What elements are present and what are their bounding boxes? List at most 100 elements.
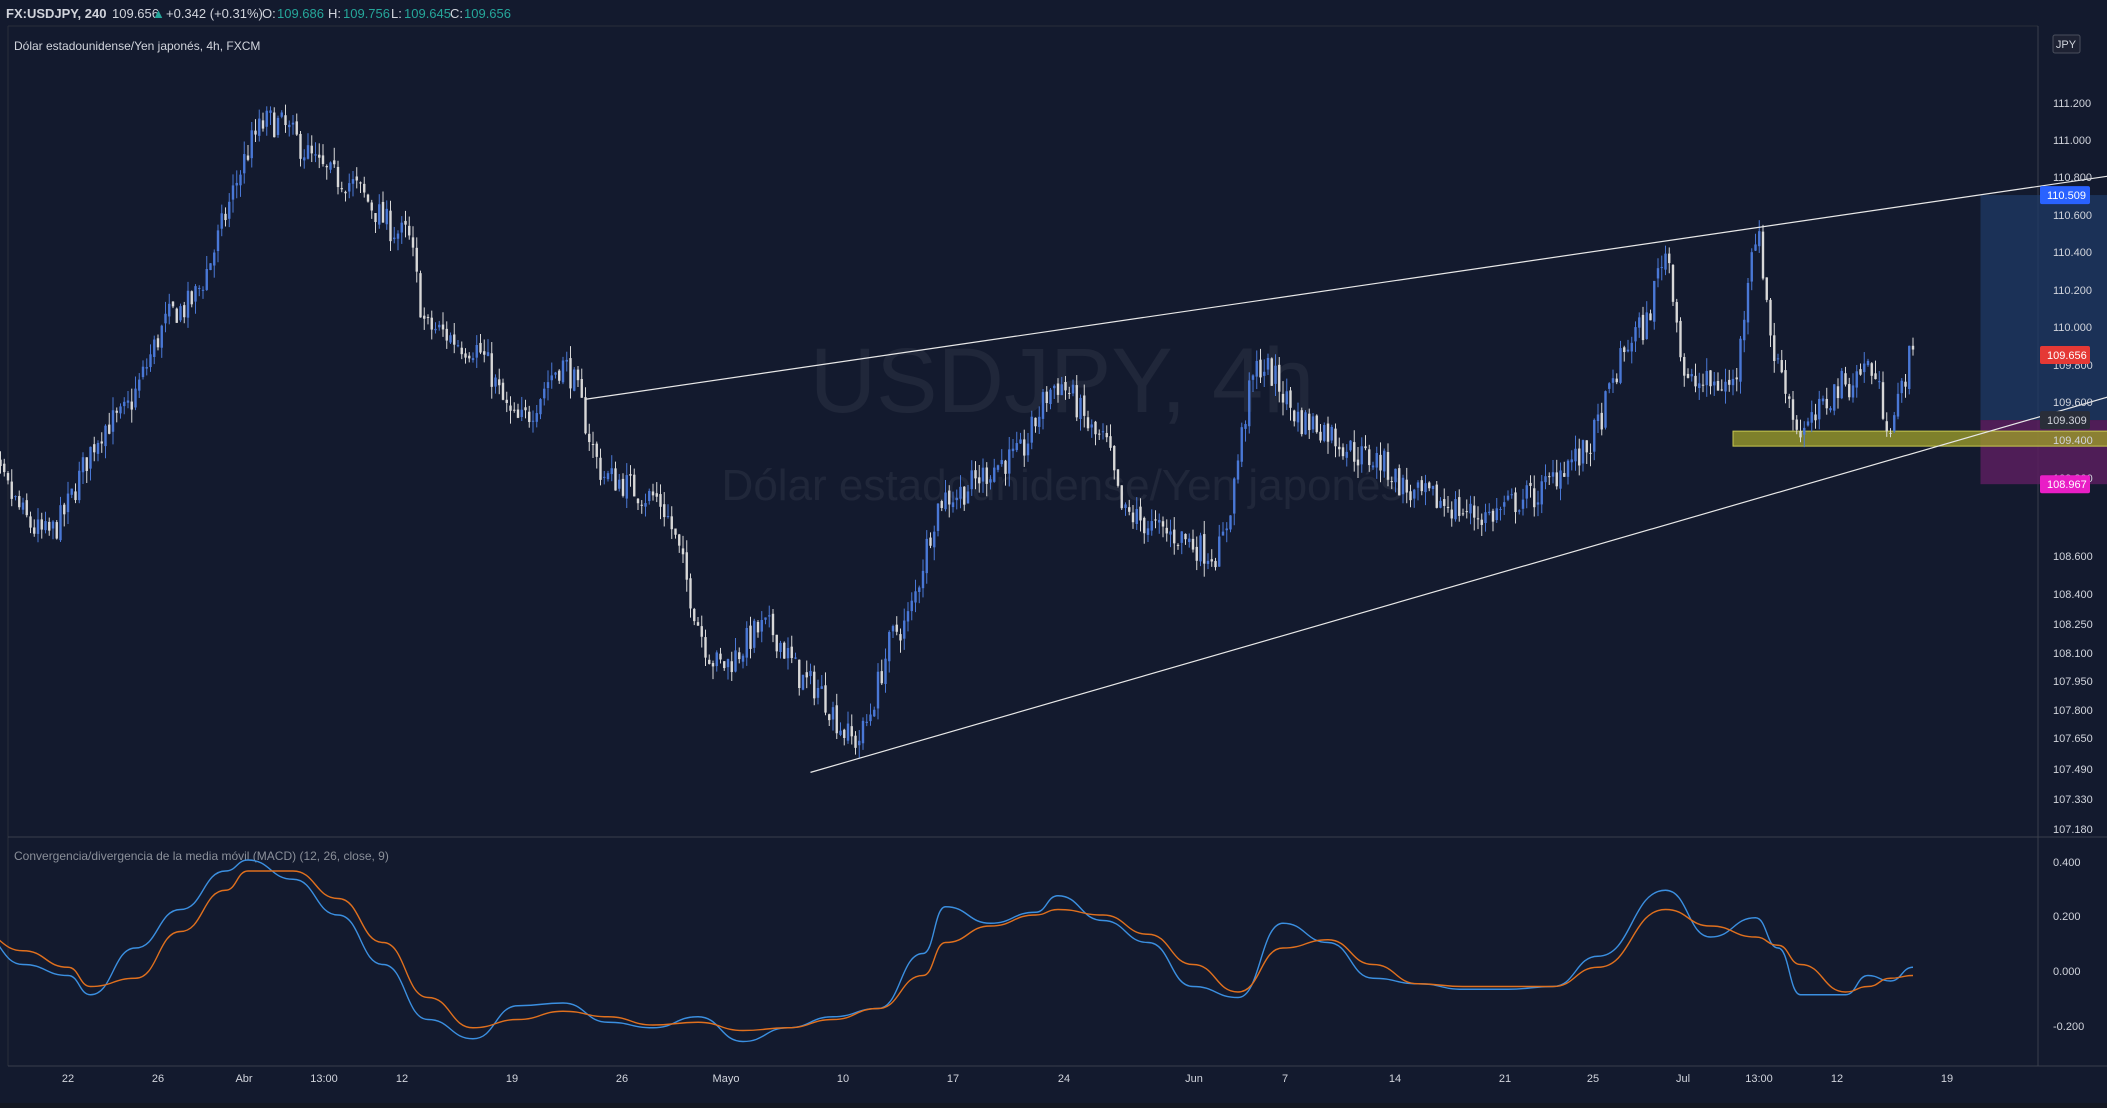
candle-body-up — [1413, 490, 1415, 499]
candle-body-down — [659, 494, 661, 507]
time-tick-label: Jun — [1185, 1073, 1203, 1085]
candle-body-up — [1893, 415, 1895, 431]
candle-body-down — [356, 176, 358, 180]
candle-body-down — [686, 552, 688, 579]
candle-body-down — [1083, 395, 1085, 415]
candle-body-down — [442, 325, 444, 330]
candle-body-up — [168, 304, 170, 317]
candle-body-down — [1642, 315, 1644, 340]
candle-body-up — [1698, 383, 1700, 388]
candle-body-up — [547, 382, 549, 388]
candle-body-up — [1754, 244, 1756, 250]
candle-body-down — [1139, 507, 1141, 521]
candle-body-up — [1469, 504, 1471, 514]
candle-body-down — [363, 184, 365, 193]
candle-body-down — [1514, 492, 1516, 512]
candle-body-up — [67, 494, 69, 513]
candle-body-down — [1556, 472, 1558, 486]
candle-body-down — [1192, 539, 1194, 550]
candle-body-down — [63, 505, 65, 515]
candle-body-down — [116, 411, 118, 413]
candle-body-up — [839, 731, 841, 735]
candle-body-down — [1781, 360, 1783, 372]
symbol-header: FX:USDJPY, 240 109.656 ▲ +0.342 (+0.31%)… — [6, 6, 511, 21]
candle-body-up — [1706, 371, 1708, 385]
close-value: 109.656 — [464, 6, 511, 21]
candle-body-up — [1488, 512, 1490, 513]
macd-title[interactable]: Convergencia/divergencia de la media móv… — [14, 849, 389, 863]
candle-body-up — [1496, 508, 1498, 520]
candle-body-down — [318, 155, 320, 158]
candle-body-up — [161, 326, 163, 348]
candle-body-down — [1259, 360, 1261, 378]
candle-body-down — [1387, 452, 1389, 480]
candle-body-down — [1436, 485, 1438, 508]
candle-body-up — [779, 643, 781, 652]
candle — [753, 619, 755, 653]
price-tick-label: 109.400 — [2053, 435, 2093, 447]
candle-body-up — [1031, 417, 1033, 443]
candle — [179, 304, 181, 323]
macd-tick-label: 0.000 — [2053, 966, 2081, 978]
candle-body-up — [787, 648, 789, 658]
target-zone[interactable] — [1981, 195, 2107, 420]
candle-body-up — [1732, 379, 1734, 385]
candle-body-up — [1661, 267, 1663, 268]
candle-body-up — [1803, 428, 1805, 435]
candle-body-up — [112, 410, 114, 432]
candle-body-down — [1533, 488, 1535, 507]
candle-body-down — [1327, 424, 1329, 442]
support-zone[interactable] — [1733, 431, 2107, 446]
candle-body-down — [1766, 277, 1768, 300]
candle-body-down — [1106, 433, 1108, 437]
price-tick-label: 110.000 — [2053, 322, 2092, 334]
candle-body-down — [1477, 518, 1479, 519]
time-tick-label: Abr — [235, 1073, 252, 1085]
candle-body-up — [314, 154, 316, 155]
candle-body-up — [1646, 312, 1648, 339]
candle-body-down — [1874, 373, 1876, 379]
candle-body-down — [569, 358, 571, 388]
time-tick-label: 17 — [947, 1073, 959, 1085]
candle-body-down — [1068, 393, 1070, 394]
candle-body-up — [1653, 281, 1655, 322]
candle-body-down — [296, 121, 298, 134]
candle-body-up — [1484, 512, 1486, 523]
candle-body-down — [1334, 429, 1336, 447]
candle-body-up — [1286, 391, 1288, 404]
candle-body-down — [1694, 376, 1696, 387]
candle-body-up — [142, 367, 144, 377]
candle-body-up — [179, 306, 181, 320]
candle-body-up — [539, 399, 541, 414]
series-title[interactable]: Dólar estadounidense/Yen japonés, 4h, FX… — [14, 39, 260, 53]
candle-body-down — [1076, 385, 1078, 417]
candle-body-down — [712, 663, 714, 666]
candle-body-down — [18, 496, 20, 507]
symbol-label[interactable]: FX:USDJPY, 240 — [6, 6, 106, 21]
candle-body-up — [37, 519, 39, 533]
candle-body-down — [1837, 386, 1839, 398]
candle-body-up — [149, 354, 151, 367]
candle-body-down — [1211, 559, 1213, 561]
candle-body-down — [738, 652, 740, 659]
candle-body-up — [888, 632, 890, 661]
candle-body-down — [1177, 545, 1179, 546]
candle — [783, 641, 785, 659]
candle-body-up — [236, 183, 238, 186]
candle-body-down — [1904, 382, 1906, 387]
candle-body-down — [524, 407, 526, 410]
candle — [1241, 423, 1243, 467]
price-tick-label: 107.950 — [2053, 676, 2093, 688]
candle-body-down — [671, 516, 673, 529]
candle-body-up — [1856, 371, 1858, 387]
candle-body-up — [1038, 417, 1040, 427]
candle-body-up — [119, 406, 121, 413]
candle — [209, 263, 211, 270]
candle-body-down — [1132, 513, 1134, 523]
candle-body-down — [1601, 413, 1603, 430]
candle — [1762, 225, 1764, 280]
candle-body-up — [1522, 500, 1524, 509]
candle-body-up — [971, 470, 973, 489]
